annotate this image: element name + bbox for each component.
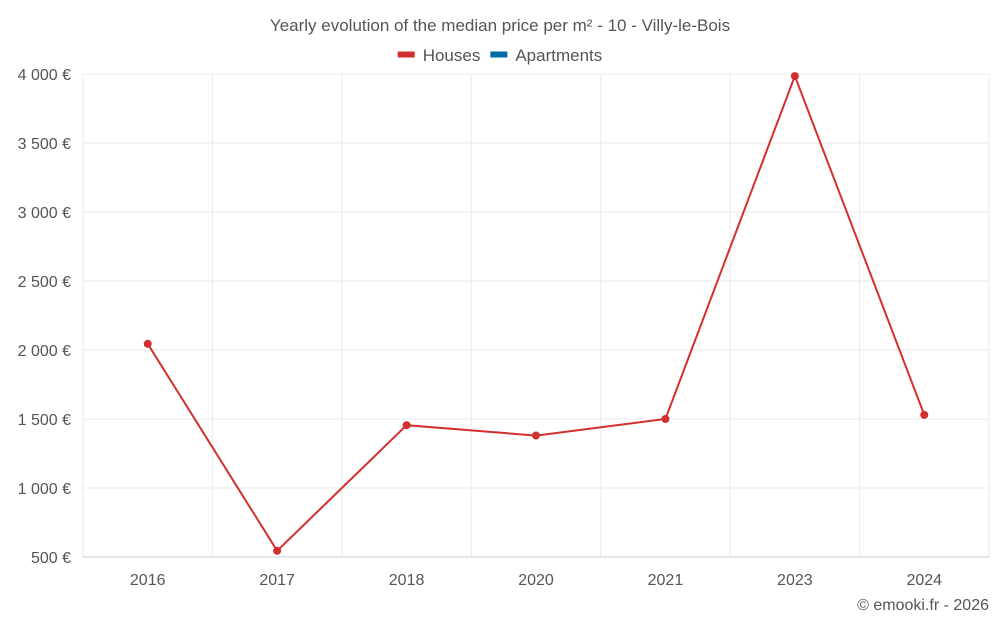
chart-title: Yearly evolution of the median price per… xyxy=(270,16,730,35)
data-point xyxy=(402,421,411,430)
series-layer xyxy=(143,72,929,555)
x-tick-label: 2018 xyxy=(389,572,425,589)
y-tick-label: 3 000 € xyxy=(18,205,71,222)
data-point xyxy=(273,546,282,555)
y-axis-ticks: 500 € 1 000 € 1 500 € 2 000 € 2 500 € 3 000 €… xyxy=(18,67,71,567)
legend-label: Apartments xyxy=(515,46,602,65)
y-tick-label: 500 € xyxy=(31,550,71,567)
x-grid xyxy=(82,74,990,557)
legend-label: Houses xyxy=(423,46,481,65)
data-point xyxy=(920,410,929,419)
data-point xyxy=(661,415,670,423)
legend-swatch-houses xyxy=(397,51,415,58)
legend-swatch-apartments xyxy=(490,51,508,58)
x-tick-label: 2021 xyxy=(648,572,684,589)
x-tick-label: 2020 xyxy=(518,572,554,589)
x-axis-ticks: 2016 2017 2018 2020 2021 2023 2024 xyxy=(130,572,942,589)
y-tick-label: 1 000 € xyxy=(18,481,71,498)
data-point xyxy=(143,339,152,348)
y-grid xyxy=(83,73,989,558)
y-tick-label: 3 500 € xyxy=(18,136,71,153)
series-line-houses xyxy=(146,73,926,553)
x-tick-label: 2017 xyxy=(259,572,295,589)
y-tick-label: 2 500 € xyxy=(18,274,71,291)
x-tick-label: 2023 xyxy=(777,572,813,589)
credit-text: © emooki.fr - 2026 xyxy=(857,597,989,614)
data-point xyxy=(532,431,540,440)
series-houses xyxy=(143,72,929,555)
x-tick-label: 2016 xyxy=(130,572,166,589)
y-tick-label: 2 000 € xyxy=(18,343,71,360)
y-tick-label: 4 000 € xyxy=(18,67,71,84)
x-tick-label: 2024 xyxy=(906,572,942,589)
data-point xyxy=(790,72,799,81)
y-tick-label: 1 500 € xyxy=(18,412,71,429)
legend: Houses Apartments xyxy=(397,46,602,65)
